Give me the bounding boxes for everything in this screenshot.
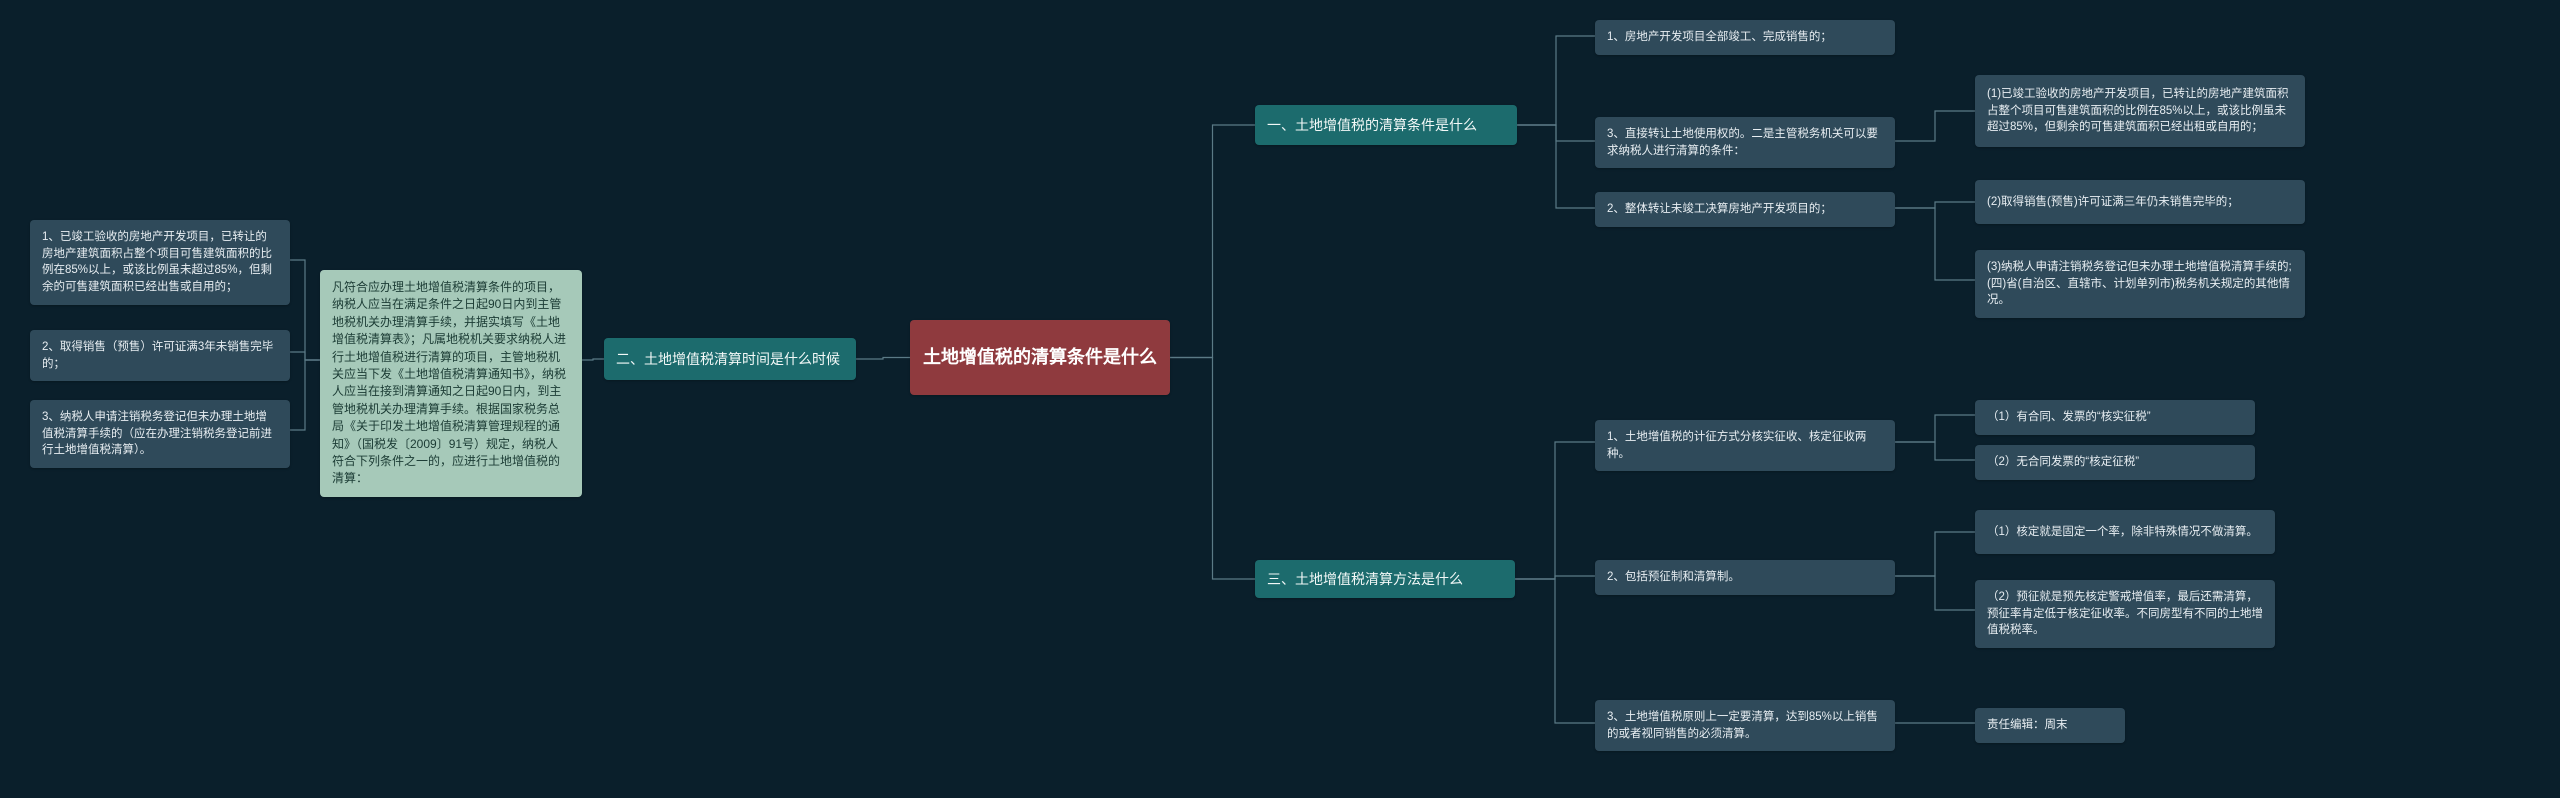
node-s3_3: 3、土地增值税原则上一定要清算，达到85%以上销售的或者视同销售的必须清算。 <box>1595 700 1895 751</box>
mindmap-container: 土地增值税的清算条件是什么 一、土地增值税的清算条件是什么三、土地增值税清算方法是… <box>0 0 2560 798</box>
node-text: 3、直接转让土地使用权的。二是主管税务机关可以要求纳税人进行清算的条件： <box>1607 126 1883 159</box>
node-text: 一、土地增值税的清算条件是什么 <box>1267 115 1477 135</box>
node-s1_1: 1、房地产开发项目全部竣工、完成销售的； <box>1595 20 1895 55</box>
node-text: （1）核定就是固定一个率，除非特殊情况不做清算。 <box>1987 524 2258 541</box>
node-text: （2）预征就是预先核定警戒增值率，最后还需清算，预征率肯定低于核定征收率。不同房… <box>1987 589 2263 639</box>
connector <box>1515 579 1595 723</box>
node-s3_2b: （2）预征就是预先核定警戒增值率，最后还需清算，预征率肯定低于核定征收率。不同房… <box>1975 580 2275 648</box>
node-s1_3: 3、直接转让土地使用权的。二是主管税务机关可以要求纳税人进行清算的条件： <box>1595 117 1895 168</box>
connector <box>1517 125 1595 208</box>
connector <box>1895 576 1975 610</box>
node-text: 2、整体转让未竣工决算房地产开发项目的； <box>1607 201 1832 218</box>
node-text: （2）无合同发票的“核定征税” <box>1987 454 2139 471</box>
node-text: 3、土地增值税原则上一定要清算，达到85%以上销售的或者视同销售的必须清算。 <box>1607 709 1883 742</box>
node-s3_1a: （1）有合同、发票的“核实征税” <box>1975 400 2255 435</box>
connector <box>1895 111 1975 141</box>
node-s3_3a: 责任编辑：周末 <box>1975 708 2125 743</box>
connector <box>1170 125 1255 358</box>
connector <box>582 359 604 360</box>
node-s1_3c: (3)纳税人申请注销税务登记但未办理土地增值税清算手续的;(四)省(自治区、直辖… <box>1975 250 2305 318</box>
connector <box>1170 358 1255 580</box>
node-text: 1、房地产开发项目全部竣工、完成销售的； <box>1607 29 1832 46</box>
node-root: 土地增值税的清算条件是什么 <box>910 320 1170 395</box>
connector <box>1515 576 1595 579</box>
node-s1: 一、土地增值税的清算条件是什么 <box>1255 105 1517 145</box>
node-text: 2、包括预征制和清算制。 <box>1607 569 1740 586</box>
connector <box>290 352 320 360</box>
node-text: 三、土地增值税清算方法是什么 <box>1267 569 1463 589</box>
connector <box>1895 442 1975 460</box>
node-text: 1、土地增值税的计征方式分核实征收、核定征收两种。 <box>1607 429 1883 462</box>
node-s2_1: 1、已竣工验收的房地产开发项目，已转让的房地产建筑面积占整个项目可售建筑面积的比… <box>30 220 290 305</box>
node-text: 二、土地增值税清算时间是什么时候 <box>616 349 840 369</box>
node-s2_3: 3、纳税人申请注销税务登记但未办理土地增值税清算手续的（应在办理注销税务登记前进… <box>30 400 290 468</box>
connector <box>1517 36 1595 125</box>
connector <box>1895 532 1975 576</box>
node-s3: 三、土地增值税清算方法是什么 <box>1255 560 1515 598</box>
node-s3_2: 2、包括预征制和清算制。 <box>1595 560 1895 595</box>
node-text: 3、纳税人申请注销税务登记但未办理土地增值税清算手续的（应在办理注销税务登记前进… <box>42 409 278 459</box>
connector <box>856 358 910 360</box>
node-s3_1b: （2）无合同发票的“核定征税” <box>1975 445 2255 480</box>
connector <box>1895 202 1975 208</box>
connector <box>1517 125 1595 141</box>
node-text: 1、已竣工验收的房地产开发项目，已转让的房地产建筑面积占整个项目可售建筑面积的比… <box>42 229 278 296</box>
connector <box>1895 208 1975 280</box>
node-s3_2a: （1）核定就是固定一个率，除非特殊情况不做清算。 <box>1975 510 2275 554</box>
node-s1_2: 2、整体转让未竣工决算房地产开发项目的； <box>1595 192 1895 227</box>
connector <box>290 260 320 360</box>
node-s2_2: 2、取得销售（预售）许可证满3年未销售完毕的； <box>30 330 290 381</box>
connector <box>1515 442 1595 579</box>
node-text: 责任编辑：周末 <box>1987 717 2068 734</box>
node-s1_3b: (2)取得销售(预售)许可证满三年仍未销售完毕的； <box>1975 180 2305 224</box>
connector <box>1895 415 1975 442</box>
node-s1_3a: (1)已竣工验收的房地产开发项目，已转让的房地产建筑面积占整个项目可售建筑面积的… <box>1975 75 2305 147</box>
connector <box>290 360 320 430</box>
node-s3_1: 1、土地增值税的计征方式分核实征收、核定征收两种。 <box>1595 420 1895 471</box>
node-text: （1）有合同、发票的“核实征税” <box>1987 409 2151 426</box>
node-text: 2、取得销售（预售）许可证满3年未销售完毕的； <box>42 339 278 372</box>
node-text: (2)取得销售(预售)许可证满三年仍未销售完毕的； <box>1987 194 2239 211</box>
node-s2: 二、土地增值税清算时间是什么时候 <box>604 338 856 380</box>
node-s2_0: 凡符合应办理土地增值税清算条件的项目，纳税人应当在满足条件之日起90日内到主管地… <box>320 270 582 497</box>
node-text: 土地增值税的清算条件是什么 <box>923 344 1157 370</box>
node-text: (1)已竣工验收的房地产开发项目，已转让的房地产建筑面积占整个项目可售建筑面积的… <box>1987 86 2293 136</box>
node-text: 凡符合应办理土地增值税清算条件的项目，纳税人应当在满足条件之日起90日内到主管地… <box>332 279 570 488</box>
node-text: (3)纳税人申请注销税务登记但未办理土地增值税清算手续的;(四)省(自治区、直辖… <box>1987 259 2293 309</box>
